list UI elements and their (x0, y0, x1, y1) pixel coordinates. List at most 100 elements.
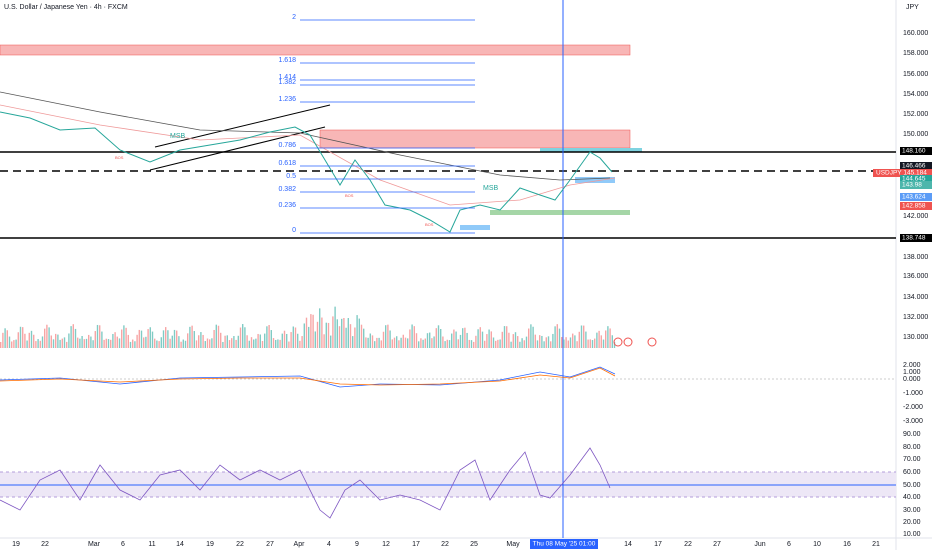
volume-bar (193, 331, 195, 348)
zone (540, 148, 642, 152)
volume-bar (17, 332, 19, 348)
price-line (0, 111, 613, 233)
volume-bar (0, 342, 2, 348)
volume-bar (173, 329, 176, 348)
price-badge (900, 147, 932, 155)
volume-bar (85, 338, 88, 348)
volume-bar (609, 328, 611, 348)
volume-bar (453, 329, 455, 348)
volume-bar (387, 324, 389, 348)
volume-bar (547, 336, 550, 348)
volume-bar (532, 326, 534, 348)
volume-bar (594, 338, 596, 348)
volume-bar (466, 332, 468, 348)
volume-bar (202, 334, 204, 348)
volume-bar (176, 330, 178, 348)
volume-bar (534, 334, 536, 348)
ma-line (0, 104, 616, 206)
volume-bar (44, 328, 46, 348)
volume-bar (358, 318, 360, 348)
rsi-label: 20.00 (903, 519, 921, 526)
price-badge (900, 202, 932, 210)
marker (623, 337, 633, 347)
rsi-label: 50.00 (903, 482, 921, 489)
rsi-label: 70.00 (903, 456, 921, 463)
fib-label: 1.414 (278, 74, 296, 81)
volume-bar (90, 336, 92, 348)
volume-bar (330, 335, 332, 348)
volume-bar (237, 335, 239, 348)
volume-bar (475, 335, 477, 348)
time-label: 10 (813, 541, 821, 548)
volume-bar (233, 336, 235, 348)
volume-bar (380, 340, 382, 348)
volume-bar (517, 336, 519, 348)
time-label: 12 (382, 541, 390, 548)
volume-bar (415, 333, 418, 348)
volume-bar (105, 338, 107, 348)
volume-bar (244, 327, 246, 348)
volume-bar (572, 333, 574, 348)
volume-bar (400, 337, 402, 348)
time-label: 14 (176, 541, 184, 548)
macd-line (0, 366, 616, 388)
volume-bar (464, 327, 466, 348)
volume-bar (308, 326, 310, 348)
annotation: BOS (425, 222, 434, 227)
volume-bar (314, 331, 316, 348)
volume-bar (99, 325, 101, 348)
volume-bar (391, 339, 393, 348)
volume-bar (63, 337, 66, 348)
volume-bar (268, 325, 270, 348)
volume-bar (446, 339, 448, 348)
volume-bar (319, 308, 321, 348)
volume-bar (74, 328, 77, 348)
volume-bar (39, 340, 41, 348)
volume-bar (484, 340, 486, 348)
time-label: 22 (684, 541, 692, 548)
volume-bar (354, 327, 356, 348)
volume-bar (585, 331, 587, 348)
time-label: 17 (654, 541, 662, 548)
volume-bar (231, 338, 233, 348)
volume-bar (536, 340, 539, 348)
volume-bar (242, 324, 244, 348)
volume-bar (554, 326, 556, 348)
volume-bar (334, 306, 336, 348)
volume-bar (341, 318, 343, 348)
volume-bar (68, 333, 70, 348)
volume-bar (578, 331, 580, 348)
volume-bar (250, 337, 253, 348)
volume-bar (35, 341, 37, 348)
volume-bar (2, 332, 4, 348)
volume-bar (255, 338, 257, 348)
volume-bar (374, 341, 376, 348)
volume-bar (356, 315, 358, 348)
time-label: 11 (148, 541, 155, 548)
volume-bar (288, 341, 290, 348)
time-label: 19 (12, 541, 20, 548)
volume-bar (352, 336, 354, 348)
volume-bar (59, 339, 61, 348)
fib-label: 0.618 (278, 160, 296, 167)
volume-bar (94, 331, 96, 348)
volume-bar (204, 341, 206, 348)
volume-bar (349, 324, 352, 348)
volume-bar (468, 339, 470, 348)
time-label: 14 (624, 541, 632, 548)
volume-bar (33, 334, 35, 348)
volume-bar (129, 341, 132, 348)
volume-bar (215, 324, 217, 348)
time-label: 19 (206, 541, 214, 548)
volume-bar (574, 335, 576, 348)
volume-bar (228, 340, 231, 348)
time-label: 27 (713, 541, 721, 548)
volume-bar (448, 340, 451, 348)
price-badge (873, 169, 932, 177)
volume-bar (72, 324, 74, 348)
volume-bar (499, 339, 501, 348)
volume-bar (200, 332, 202, 348)
volume-bar (398, 340, 400, 348)
time-label: 4 (327, 541, 331, 548)
